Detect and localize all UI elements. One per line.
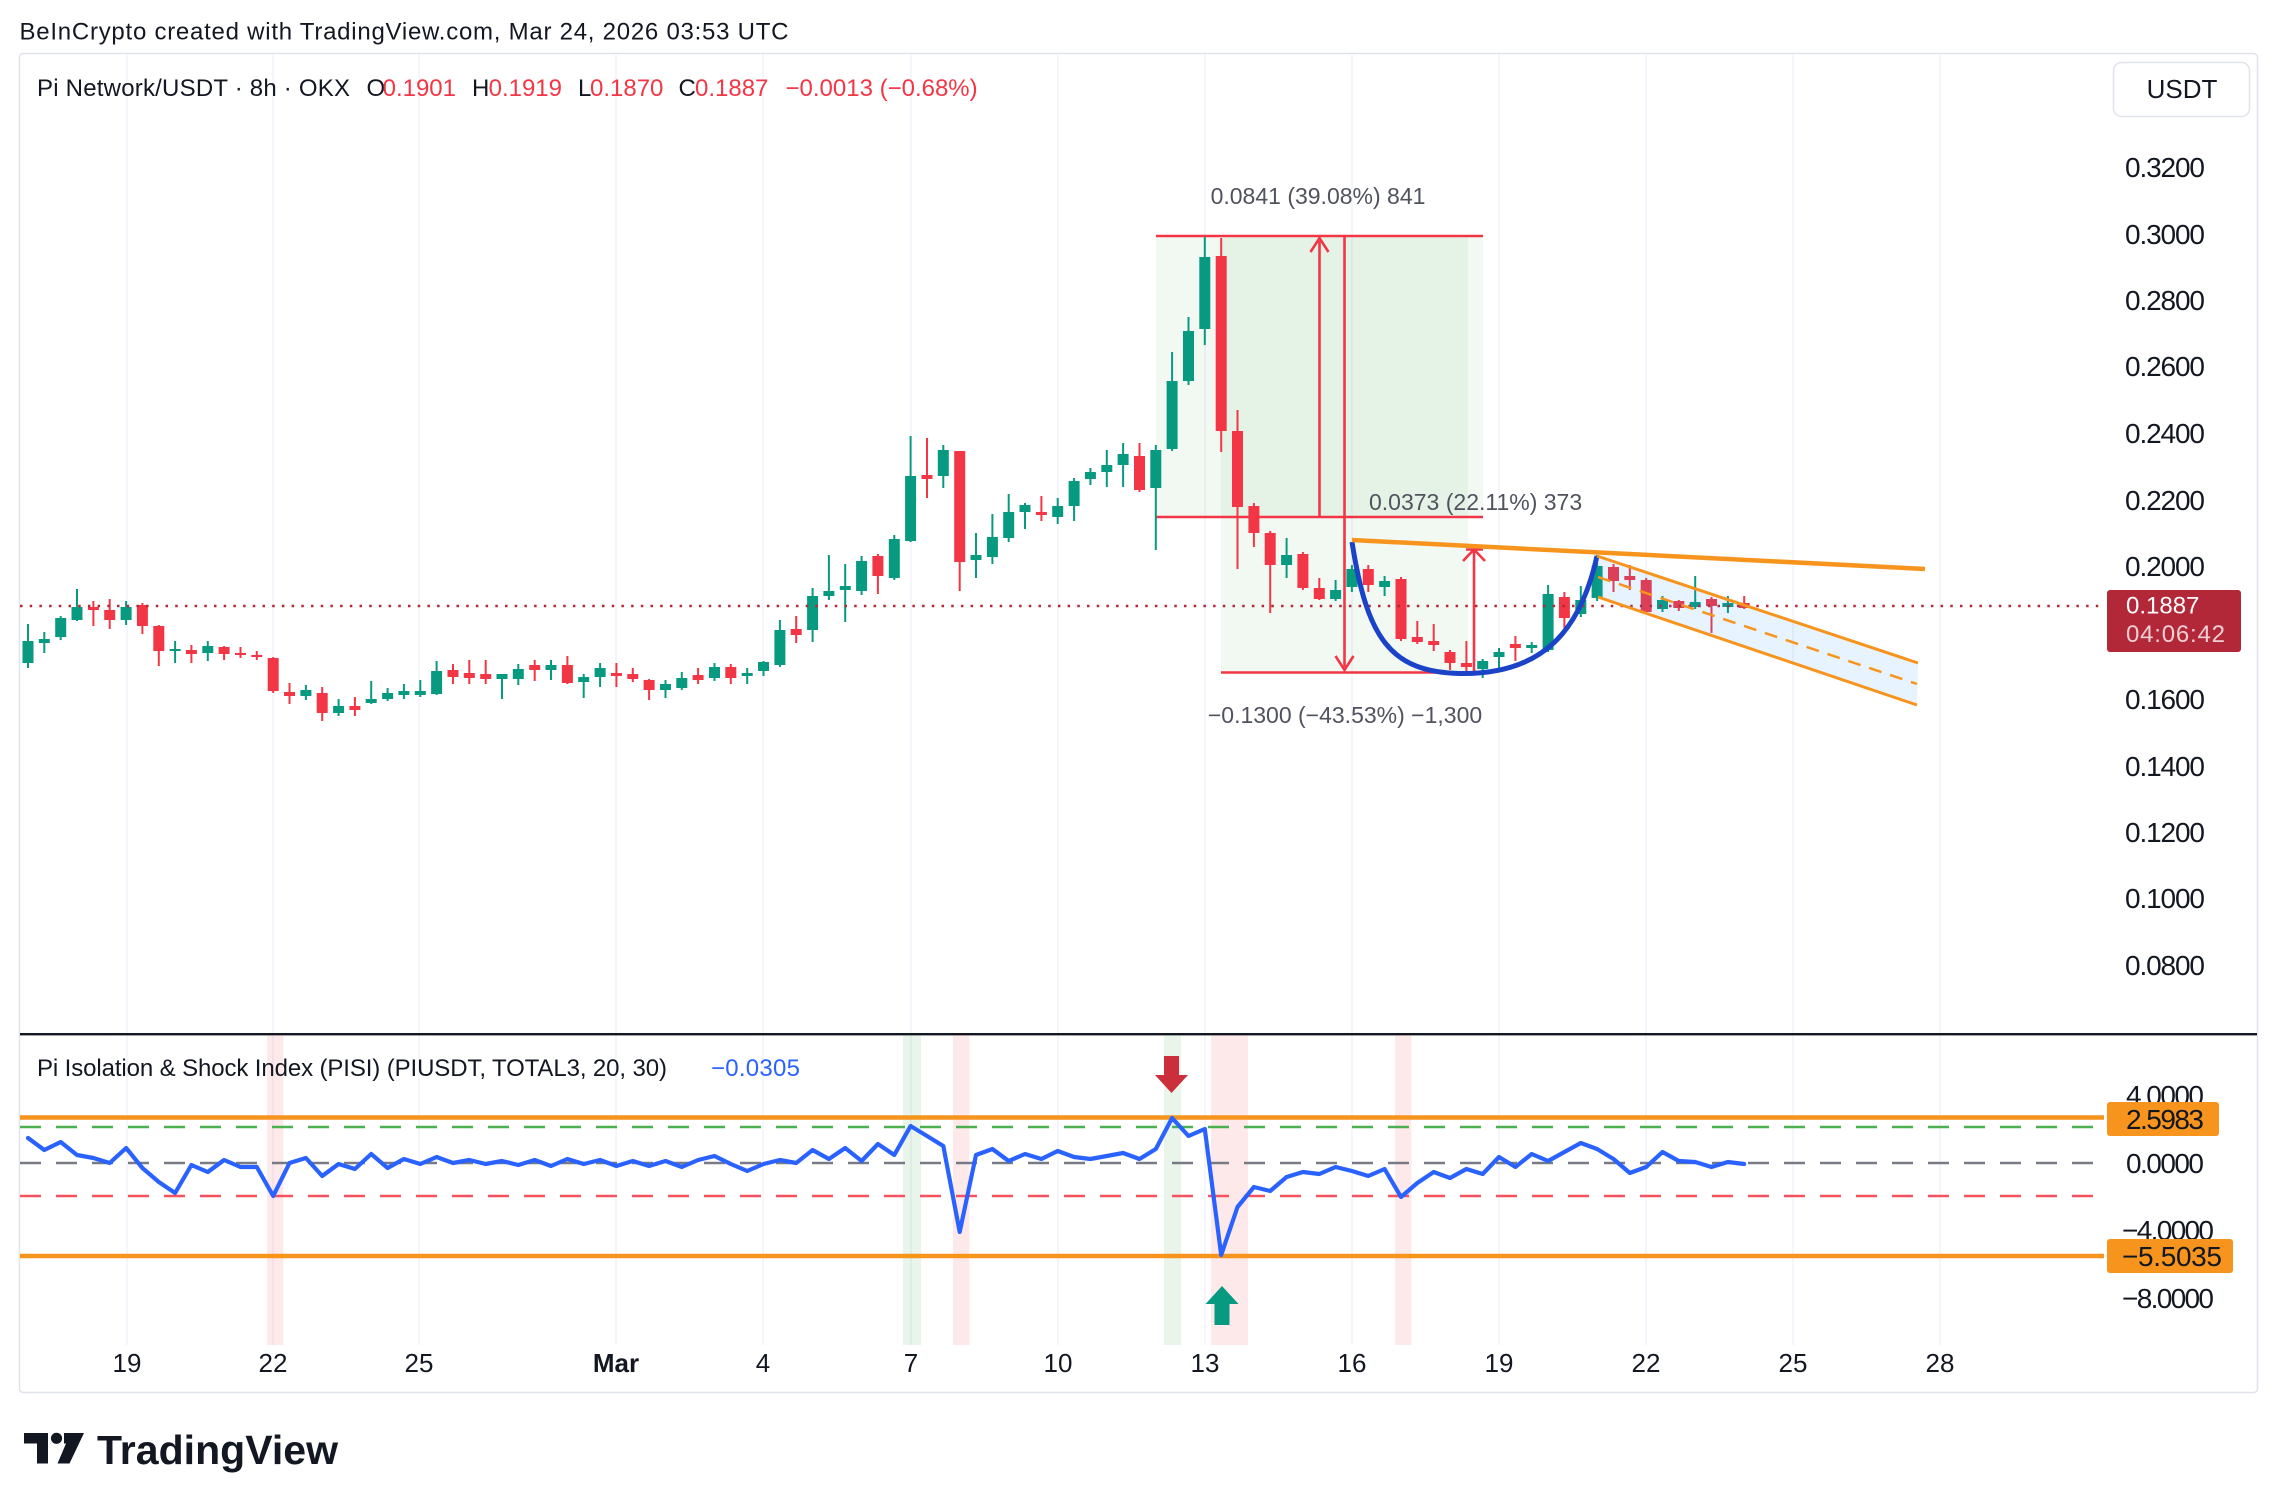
svg-text:0.0841 (39.08%) 841: 0.0841 (39.08%) 841 — [1211, 183, 1426, 209]
svg-text:C: C — [679, 75, 696, 102]
svg-text:H: H — [472, 75, 489, 102]
svg-text:0.1901: 0.1901 — [383, 75, 456, 102]
svg-text:0.1600: 0.1600 — [2125, 684, 2205, 715]
svg-text:25: 25 — [405, 1348, 434, 1378]
svg-text:19: 19 — [1485, 1348, 1514, 1378]
svg-text:−0.0013 (−0.68%): −0.0013 (−0.68%) — [786, 75, 978, 102]
svg-text:10: 10 — [1044, 1348, 1073, 1378]
svg-text:0.1200: 0.1200 — [2125, 817, 2205, 848]
svg-text:22: 22 — [259, 1348, 288, 1378]
svg-text:16: 16 — [1338, 1348, 1367, 1378]
svg-text:28: 28 — [1926, 1348, 1955, 1378]
svg-text:2.5983: 2.5983 — [2126, 1104, 2204, 1135]
svg-text:0.0800: 0.0800 — [2125, 950, 2205, 981]
svg-text:19: 19 — [113, 1348, 142, 1378]
svg-text:13: 13 — [1191, 1348, 1220, 1378]
svg-text:TradingView: TradingView — [97, 1427, 338, 1473]
svg-text:0.0000: 0.0000 — [2126, 1148, 2204, 1179]
svg-text:0.1400: 0.1400 — [2125, 751, 2205, 782]
svg-text:Pi Network/USDT · 8h · OKX: Pi Network/USDT · 8h · OKX — [37, 75, 350, 102]
svg-text:0.3000: 0.3000 — [2125, 219, 2205, 250]
svg-text:−8.0000: −8.0000 — [2122, 1283, 2214, 1314]
svg-text:0.2400: 0.2400 — [2125, 418, 2205, 449]
svg-text:BeInCrypto created with Tradin: BeInCrypto created with TradingView.com,… — [20, 19, 789, 46]
svg-text:0.1870: 0.1870 — [590, 75, 663, 102]
svg-text:04:06:42: 04:06:42 — [2126, 621, 2225, 648]
svg-text:7: 7 — [904, 1348, 918, 1378]
svg-text:L: L — [578, 75, 591, 102]
svg-text:0.2600: 0.2600 — [2125, 351, 2205, 382]
svg-text:0.1887: 0.1887 — [695, 75, 768, 102]
svg-text:0.1919: 0.1919 — [489, 75, 562, 102]
svg-text:−0.1300 (−43.53%) −1,300: −0.1300 (−43.53%) −1,300 — [1208, 702, 1482, 728]
svg-text:0.0373 (22.11%) 373: 0.0373 (22.11%) 373 — [1369, 489, 1582, 515]
svg-text:−5.5035: −5.5035 — [2122, 1241, 2222, 1272]
svg-text:0.1000: 0.1000 — [2125, 883, 2205, 914]
svg-text:USDT: USDT — [2147, 74, 2218, 104]
svg-text:0.1887: 0.1887 — [2126, 593, 2199, 620]
svg-text:0.2000: 0.2000 — [2125, 551, 2205, 582]
svg-text:0.2800: 0.2800 — [2125, 285, 2205, 316]
svg-text:25: 25 — [1779, 1348, 1808, 1378]
svg-text:0.2200: 0.2200 — [2125, 485, 2205, 516]
svg-text:4: 4 — [756, 1348, 770, 1378]
svg-text:0.3200: 0.3200 — [2125, 152, 2205, 183]
svg-text:Pi Isolation & Shock Index (PI: Pi Isolation & Shock Index (PISI) (PIUSD… — [37, 1055, 667, 1082]
svg-text:O: O — [367, 75, 386, 102]
svg-text:22: 22 — [1632, 1348, 1661, 1378]
svg-text:−0.0305: −0.0305 — [711, 1055, 800, 1082]
svg-text:Mar: Mar — [593, 1348, 639, 1378]
